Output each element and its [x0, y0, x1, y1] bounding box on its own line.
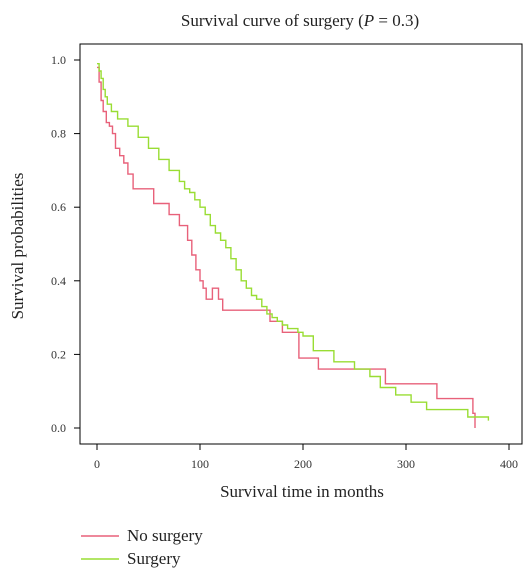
y-tick-label: 0.4	[51, 274, 66, 288]
chart-title: Survival curve of surgery (P = 0.3)	[181, 11, 419, 30]
chart-title-prefix: Survival curve of surgery (	[181, 11, 364, 30]
chart-title-suffix: = 0.3)	[374, 11, 419, 30]
y-tick-label: 0.6	[51, 200, 66, 214]
chart-title-p: P	[363, 11, 374, 30]
x-axis: 0 100 200 300 400	[94, 444, 518, 471]
legend-entry: Surgery	[127, 549, 181, 568]
y-tick-label: 0.2	[51, 347, 66, 361]
legend: No surgery Surgery	[81, 526, 203, 568]
y-axis-label: Survival probabilities	[8, 173, 27, 320]
x-tick-label: 100	[191, 457, 209, 471]
x-tick-label: 200	[294, 457, 312, 471]
x-tick-label: 0	[94, 457, 100, 471]
series-layer	[97, 63, 490, 428]
series-line-surgery	[97, 63, 490, 421]
plot-frame	[79, 43, 523, 445]
y-axis: 0.0 0.2 0.4 0.6 0.8 1.0	[51, 53, 80, 435]
y-tick-label: 0.0	[51, 421, 66, 435]
legend-entry: No surgery	[127, 526, 203, 545]
y-tick-label: 0.8	[51, 127, 66, 141]
x-axis-label: Survival time in months	[220, 482, 384, 501]
x-tick-label: 300	[397, 457, 415, 471]
y-tick-label: 1.0	[51, 53, 66, 67]
series-line-no-surgery	[97, 66, 476, 428]
x-tick-label: 400	[500, 457, 518, 471]
